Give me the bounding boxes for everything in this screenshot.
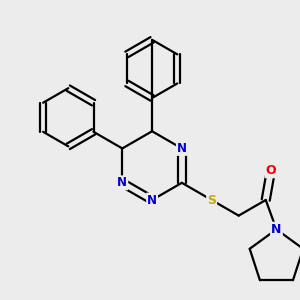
Text: N: N xyxy=(177,142,187,155)
Text: S: S xyxy=(207,194,216,206)
Text: N: N xyxy=(271,223,282,236)
Text: N: N xyxy=(271,223,282,236)
Text: N: N xyxy=(147,194,157,206)
Text: N: N xyxy=(117,176,127,189)
Text: O: O xyxy=(266,164,276,177)
